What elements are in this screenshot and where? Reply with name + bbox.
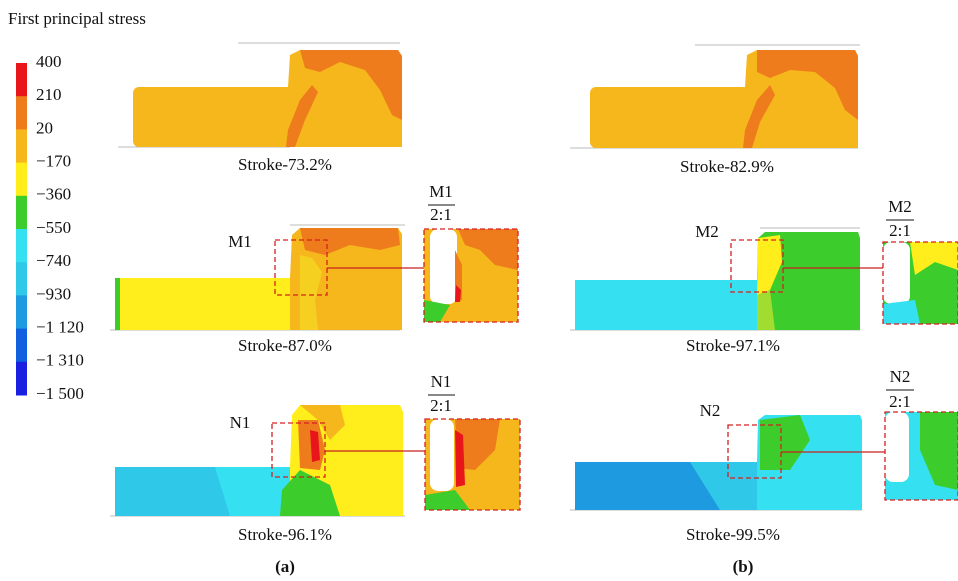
legend-label: −1 120 [36,318,84,337]
color-band [16,229,27,263]
zoom-scale: 2:1 [889,221,911,240]
legend-label: −550 [36,218,71,237]
zoom-scale: 2:1 [430,396,452,415]
panel: M2 M2 2:1 Stroke-97.1% [570,197,958,355]
legend-label: −740 [36,251,71,270]
color-band [16,362,27,396]
legend-label: 20 [36,118,53,137]
legend-label: −1 310 [36,351,84,370]
caption: Stroke-96.1% [238,525,332,544]
color-band [16,196,27,230]
zoom-label: N1 [431,372,452,391]
panel: M1 M1 2:1 Stroke-87.0% [110,182,518,355]
legend-label: −1 500 [36,384,84,403]
color-band [16,262,27,296]
sublabel: (b) [733,557,754,576]
detail-label: N2 [700,401,721,420]
legend-label: −930 [36,284,71,303]
zoom-scale: 2:1 [430,205,452,224]
legend-label: −170 [36,152,71,171]
zoom-label: N2 [890,367,911,386]
zoom-label: M1 [429,182,453,201]
color-band [16,329,27,363]
legend-label: 400 [36,52,62,71]
detail-label: M1 [228,232,252,251]
figure: First principal stress Stroke-73.2% Stro… [0,0,958,581]
sublabel: (a) [275,557,295,576]
detail-label: N1 [230,413,251,432]
caption: Stroke-97.1% [686,336,780,355]
panel: Stroke-73.2% [118,43,402,174]
zoom-label: M2 [888,197,912,216]
caption: Stroke-99.5% [686,525,780,544]
caption: Stroke-73.2% [238,155,332,174]
legend-label: 210 [36,85,62,104]
caption: Stroke-82.9% [680,157,774,176]
color-band [16,163,27,197]
color-bar [16,63,27,396]
detail-label: M2 [695,222,719,241]
caption: Stroke-87.0% [238,336,332,355]
panel: N1 N1 2:1 Stroke-96.1% [110,372,520,544]
panel: N2 N2 2:1 Stroke-99.5% [570,367,958,544]
color-band [16,129,27,163]
panel: Stroke-82.9% [570,45,860,176]
color-band [16,63,27,97]
legend-label: −360 [36,185,71,204]
legend-title: First principal stress [8,9,146,28]
zoom-scale: 2:1 [889,392,911,411]
color-band [16,295,27,329]
color-band [16,96,27,130]
